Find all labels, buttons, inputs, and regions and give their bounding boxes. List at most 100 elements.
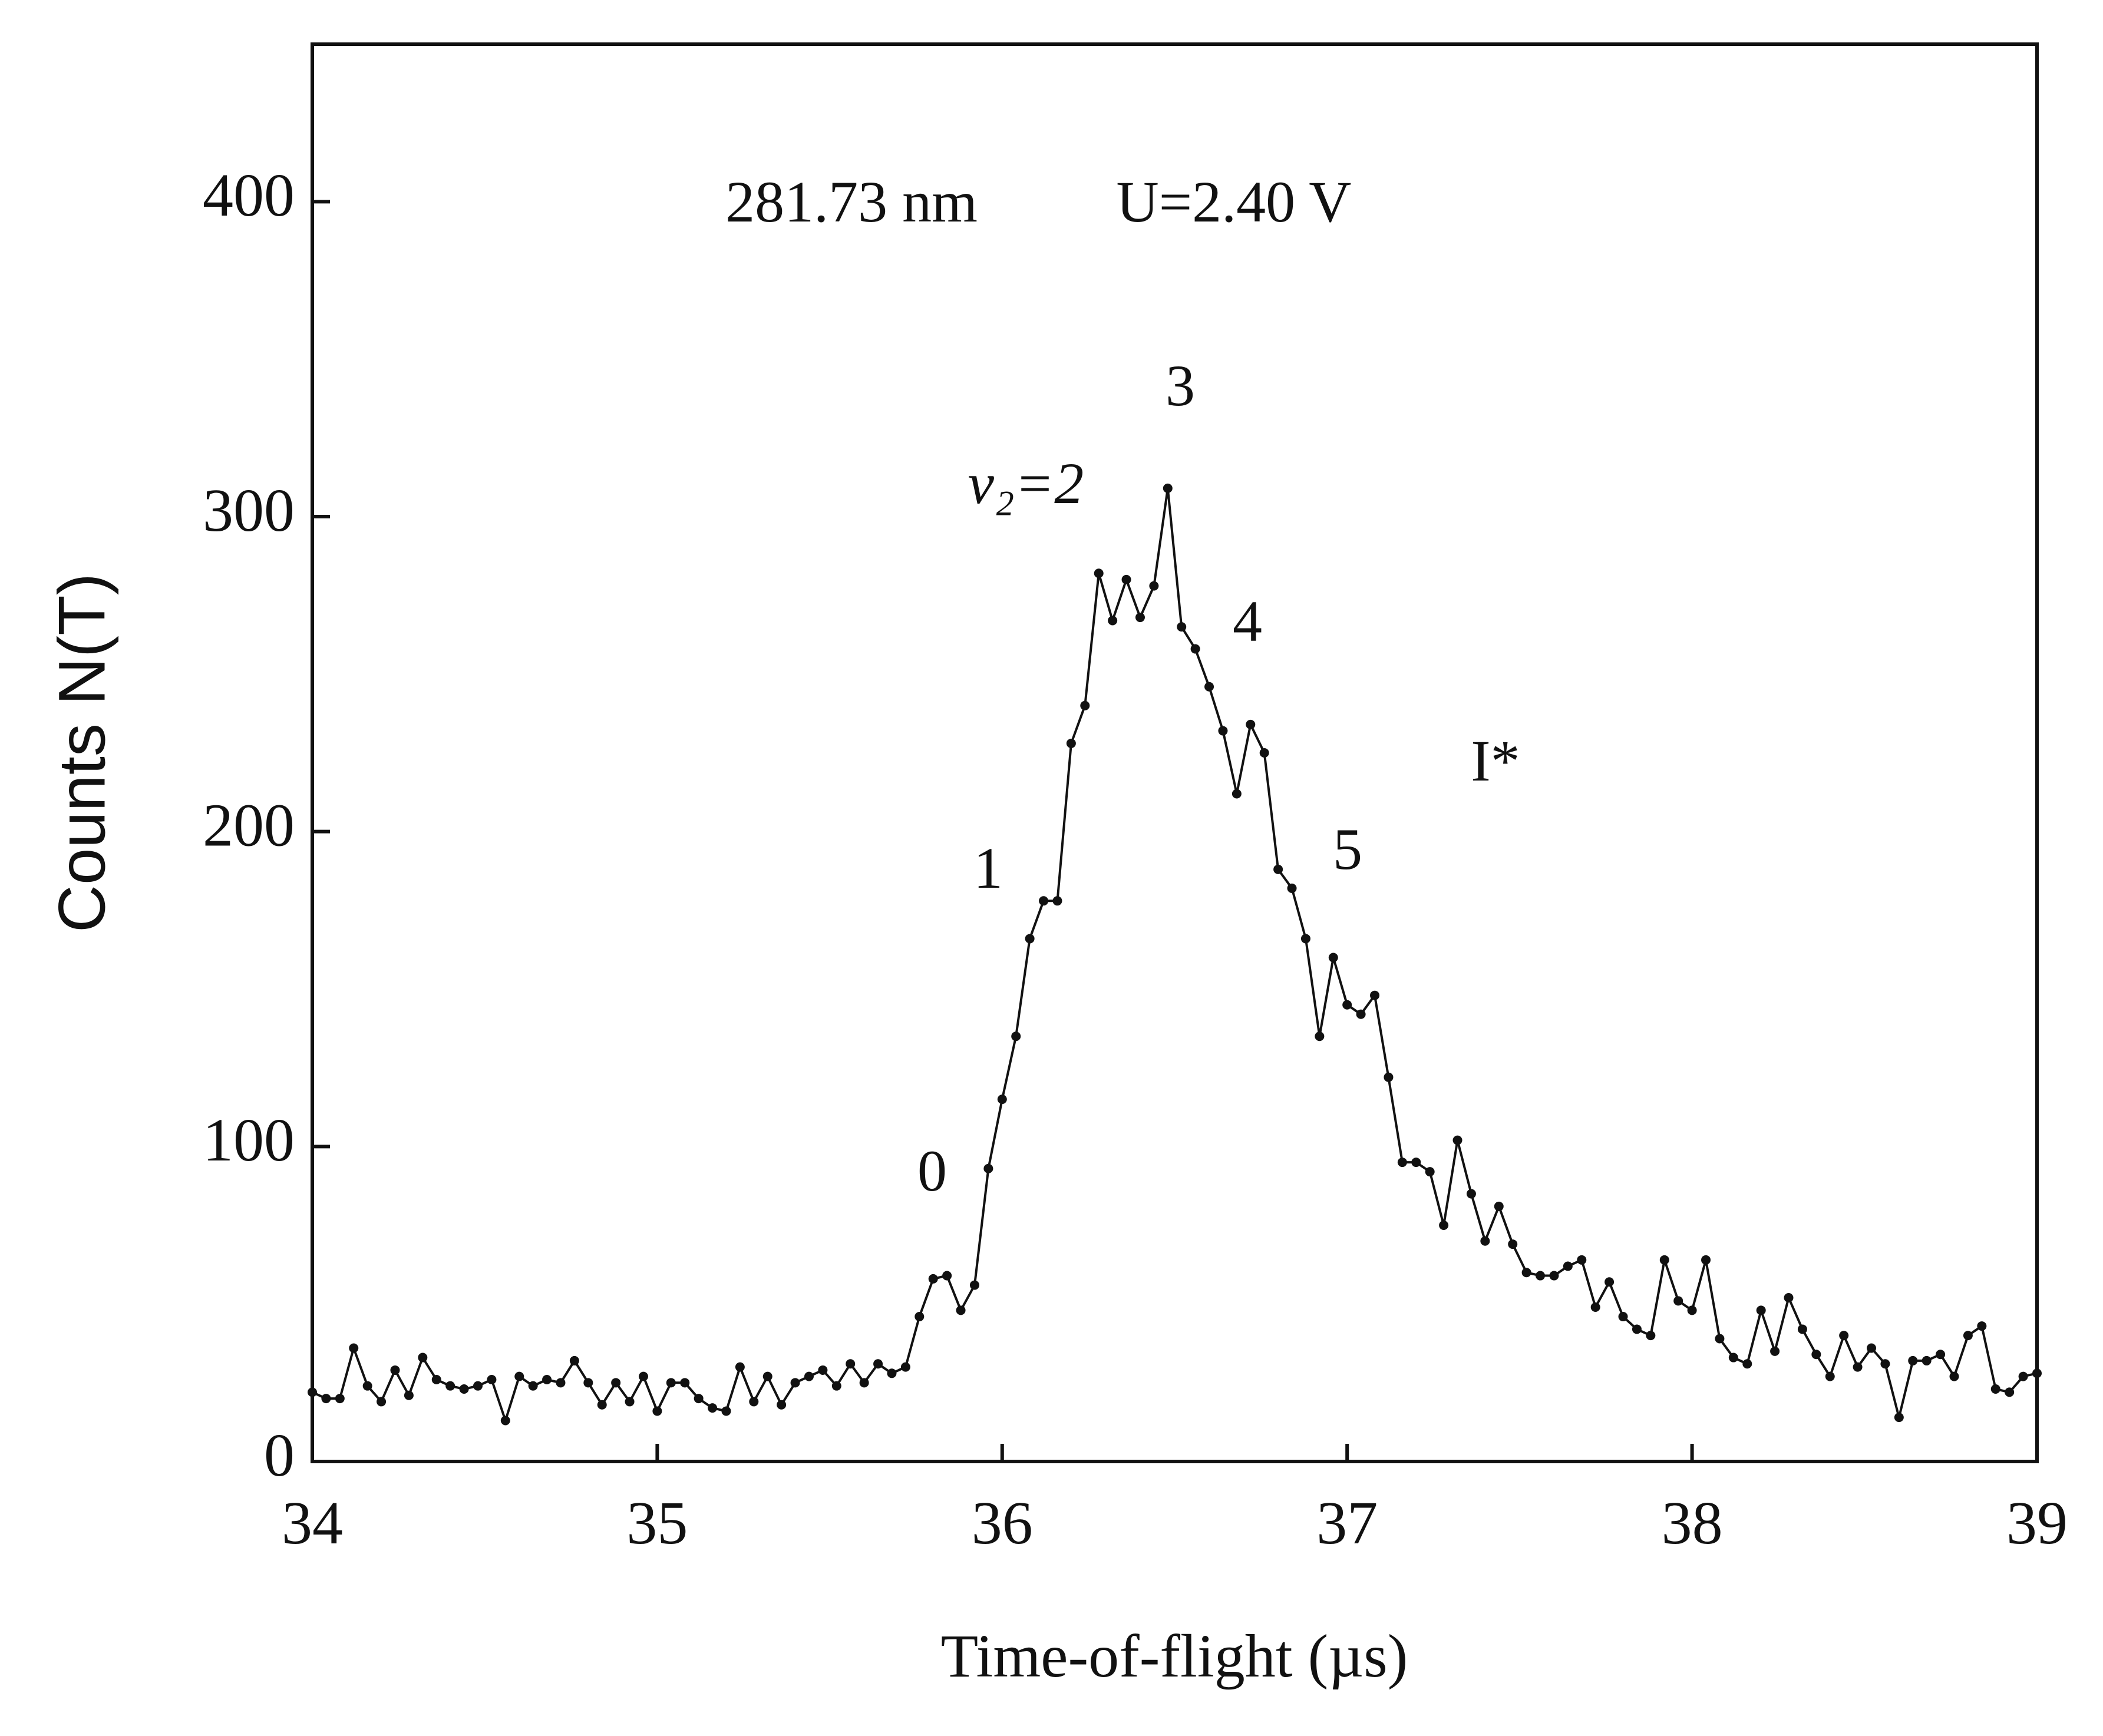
data-point xyxy=(638,1371,648,1381)
data-point xyxy=(680,1378,690,1388)
data-point xyxy=(666,1378,676,1388)
y-tick-label: 0 xyxy=(264,1421,295,1489)
data-point xyxy=(431,1374,441,1384)
data-point xyxy=(1756,1305,1766,1315)
annotation: 1 xyxy=(973,835,1003,901)
data-point xyxy=(1936,1350,1946,1360)
data-point xyxy=(1273,864,1283,874)
data-point xyxy=(2032,1368,2042,1378)
data-point xyxy=(583,1378,593,1388)
data-point xyxy=(1811,1350,1821,1360)
data-point xyxy=(1867,1343,1877,1353)
data-point xyxy=(1370,990,1380,1000)
data-point xyxy=(611,1378,621,1388)
x-tick-label: 37 xyxy=(1316,1489,1378,1557)
data-point xyxy=(873,1359,883,1369)
data-point xyxy=(1949,1371,1959,1381)
data-point xyxy=(694,1394,704,1404)
data-point xyxy=(1439,1221,1449,1230)
data-point xyxy=(1204,682,1214,692)
data-point xyxy=(1728,1353,1738,1363)
data-point xyxy=(569,1355,579,1365)
data-point xyxy=(487,1374,497,1384)
data-point xyxy=(1246,719,1256,729)
data-point xyxy=(1466,1189,1476,1199)
data-point xyxy=(1853,1362,1863,1372)
data-point xyxy=(1618,1312,1628,1322)
data-point xyxy=(762,1371,772,1381)
data-point xyxy=(1784,1292,1794,1302)
data-point xyxy=(1797,1324,1807,1334)
data-point xyxy=(1342,1000,1352,1010)
data-point xyxy=(1287,883,1297,893)
data-point xyxy=(1397,1158,1407,1168)
plot-frame xyxy=(311,42,2039,1463)
data-point xyxy=(1177,622,1187,632)
data-point xyxy=(1218,726,1228,736)
data-point xyxy=(1259,748,1269,758)
data-point xyxy=(556,1378,566,1388)
data-point xyxy=(969,1280,979,1290)
data-point xyxy=(790,1378,800,1388)
data-point xyxy=(1963,1331,1973,1341)
data-point xyxy=(1039,896,1049,906)
annotation: 4 xyxy=(1233,588,1262,654)
x-axis-label: Time-of-flight (µs) xyxy=(941,1622,1408,1690)
data-point xyxy=(1149,581,1159,591)
data-point xyxy=(1605,1277,1615,1287)
data-point xyxy=(1094,568,1104,578)
data-point xyxy=(625,1397,635,1407)
data-point xyxy=(1687,1305,1697,1315)
annotation: v₂=2 xyxy=(968,451,1084,516)
data-point xyxy=(928,1274,938,1284)
data-point xyxy=(597,1400,607,1410)
data-point xyxy=(528,1381,538,1391)
data-point xyxy=(1508,1239,1518,1249)
data-point xyxy=(1452,1135,1462,1145)
data-point xyxy=(652,1406,662,1416)
data-point xyxy=(1480,1236,1490,1246)
annotation: I* xyxy=(1471,728,1520,793)
data-point xyxy=(818,1365,828,1375)
x-tick-label: 34 xyxy=(282,1489,343,1557)
data-point xyxy=(1052,896,1062,906)
data-point xyxy=(473,1381,483,1391)
data-point xyxy=(749,1397,759,1407)
data-point xyxy=(1494,1201,1504,1211)
data-point xyxy=(1135,613,1145,623)
x-tick-label: 39 xyxy=(2006,1489,2068,1557)
y-axis-label: Counts N(T) xyxy=(45,573,119,933)
data-point xyxy=(349,1343,359,1353)
data-point xyxy=(831,1381,841,1391)
data-point xyxy=(404,1390,414,1400)
annotation: 3 xyxy=(1166,353,1195,418)
data-point xyxy=(1108,616,1118,626)
annotation: 281.73 nm xyxy=(725,169,978,234)
data-point xyxy=(1770,1346,1780,1356)
data-point xyxy=(1977,1321,1987,1331)
data-point xyxy=(1922,1355,1932,1365)
data-point xyxy=(1300,934,1310,944)
data-point xyxy=(1356,1009,1366,1019)
data-point xyxy=(997,1094,1007,1105)
data-point xyxy=(335,1394,345,1404)
data-point xyxy=(721,1406,731,1416)
data-point xyxy=(956,1305,966,1315)
data-point xyxy=(1659,1255,1669,1265)
data-point xyxy=(362,1381,372,1391)
data-point xyxy=(1121,574,1131,584)
data-point xyxy=(2018,1371,2028,1381)
data-point xyxy=(1232,789,1242,799)
data-point xyxy=(942,1271,952,1281)
data-point xyxy=(915,1312,925,1322)
data-point xyxy=(1328,953,1338,963)
data-point xyxy=(1673,1296,1683,1306)
data-point xyxy=(1521,1268,1531,1278)
data-point xyxy=(2005,1387,2015,1397)
annotation: 5 xyxy=(1333,816,1362,882)
data-point xyxy=(308,1387,317,1397)
data-point xyxy=(735,1362,745,1372)
data-point xyxy=(777,1400,787,1410)
data-point xyxy=(859,1378,869,1388)
